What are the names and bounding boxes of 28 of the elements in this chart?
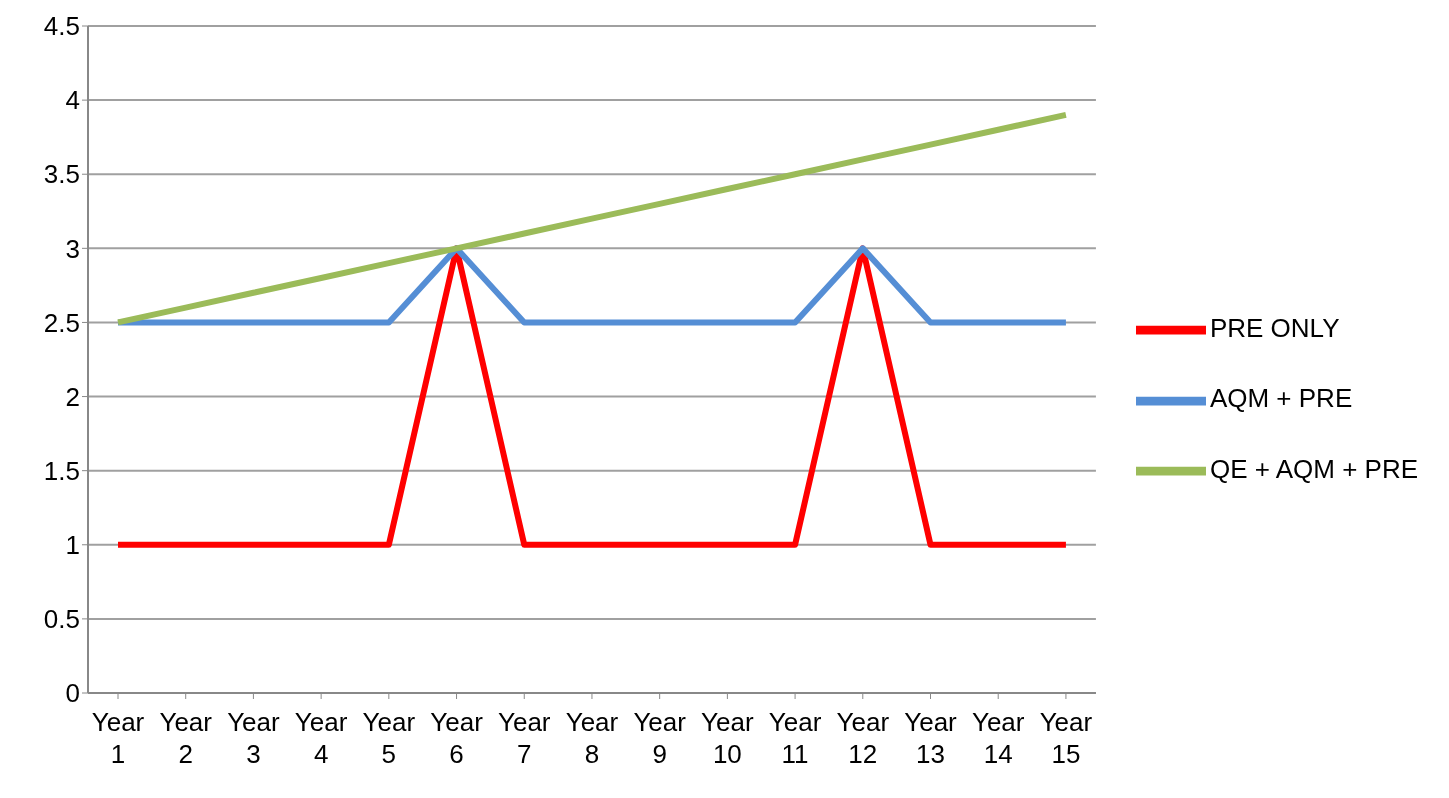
legend-label: PRE ONLY [1209, 313, 1340, 344]
x-tick-label: Year 8 [565, 707, 619, 769]
y-tick-label: 2 [65, 381, 80, 412]
legend-label: QE + AQM + PRE [1209, 453, 1418, 484]
y-tick-label: 0.5 [43, 604, 80, 635]
x-tick-label: Year 3 [227, 707, 281, 769]
x-tick-label: Year 7 [497, 707, 551, 769]
x-tick-label: Year 11 [768, 707, 822, 769]
y-tick-label: 1 [65, 530, 80, 561]
x-tick-label: Year 9 [633, 707, 687, 769]
y-tick-label: 1.5 [43, 455, 80, 486]
legend-label: AQM + PRE [1209, 383, 1353, 414]
x-tick-label: Year 2 [159, 707, 213, 769]
x-tick-label: Year 13 [904, 707, 958, 769]
x-tick-label: Year 14 [971, 707, 1025, 769]
x-tick-label: Year 15 [1039, 707, 1093, 769]
x-tick-label: Year 1 [91, 707, 145, 769]
x-tick-label: Year 12 [836, 707, 890, 769]
x-tick-label: Year 10 [701, 707, 754, 769]
x-tick-label: Year 5 [362, 707, 416, 769]
y-tick-label: 0 [65, 678, 80, 709]
y-tick-label: 3.5 [43, 159, 80, 190]
y-tick-label: 4 [65, 85, 80, 116]
y-tick-label: 4.5 [43, 11, 80, 42]
y-tick-label: 3 [65, 233, 80, 264]
x-tick-label: Year 4 [294, 707, 348, 769]
y-tick-label: 2.5 [43, 307, 80, 338]
x-tick-label: Year 6 [430, 707, 484, 769]
